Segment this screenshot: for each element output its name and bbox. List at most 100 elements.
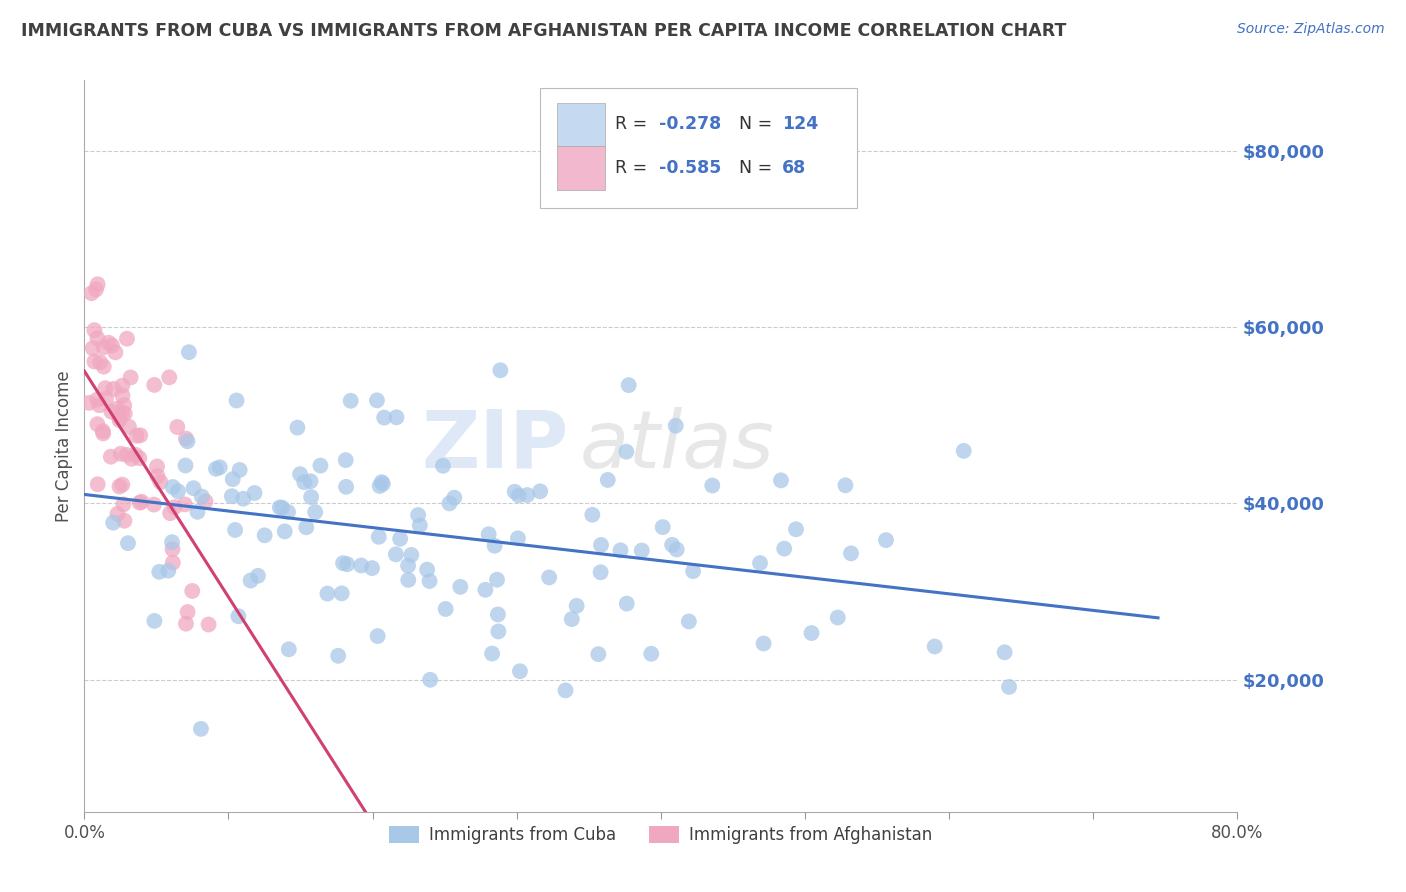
- Point: [183, 481, 205, 495]
- Point: [508, 488, 530, 502]
- Text: N =: N =: [740, 159, 778, 177]
- Point: [243, 486, 266, 500]
- Point: [83, 354, 105, 368]
- Point: [484, 539, 506, 553]
- Point: [565, 599, 588, 613]
- Point: [84, 283, 107, 297]
- Point: [827, 610, 849, 624]
- Point: [316, 586, 339, 600]
- Point: [108, 410, 131, 425]
- FancyBboxPatch shape: [557, 103, 606, 145]
- Point: [77, 396, 100, 410]
- Text: ZIP: ZIP: [422, 407, 568, 485]
- Point: [299, 490, 322, 504]
- Point: [998, 680, 1021, 694]
- Point: [299, 474, 322, 488]
- Point: [157, 564, 180, 578]
- Point: [486, 607, 509, 622]
- Point: [246, 569, 269, 583]
- Point: [589, 566, 612, 580]
- Point: [107, 507, 129, 521]
- Point: [373, 410, 395, 425]
- Point: [385, 410, 408, 425]
- Point: [485, 573, 508, 587]
- Point: [149, 475, 172, 489]
- Y-axis label: Per Capita Income: Per Capita Income: [55, 370, 73, 522]
- Text: R =: R =: [614, 115, 652, 133]
- Point: [125, 428, 148, 442]
- Point: [367, 530, 389, 544]
- Point: [489, 363, 512, 377]
- Point: [509, 664, 531, 678]
- Point: [406, 508, 429, 522]
- Point: [101, 516, 124, 530]
- Point: [309, 458, 332, 473]
- Point: [616, 597, 638, 611]
- Point: [661, 538, 683, 552]
- Point: [332, 556, 354, 570]
- Point: [191, 490, 214, 504]
- Point: [174, 616, 197, 631]
- Point: [328, 648, 350, 663]
- Point: [159, 506, 181, 520]
- Point: [86, 417, 108, 432]
- Point: [86, 277, 108, 292]
- Point: [834, 478, 856, 492]
- Point: [350, 558, 373, 573]
- Point: [785, 522, 807, 536]
- Point: [336, 558, 359, 572]
- Point: [94, 392, 117, 406]
- Point: [173, 497, 195, 511]
- Point: [110, 447, 132, 461]
- Text: Source: ZipAtlas.com: Source: ZipAtlas.com: [1237, 22, 1385, 37]
- Point: [101, 338, 124, 352]
- Point: [93, 340, 115, 354]
- Point: [120, 370, 142, 384]
- Point: [142, 498, 165, 512]
- Text: 68: 68: [782, 159, 806, 177]
- Point: [288, 467, 311, 482]
- Point: [114, 514, 136, 528]
- Point: [228, 463, 250, 477]
- Point: [749, 556, 772, 570]
- Text: N =: N =: [740, 115, 778, 133]
- Point: [124, 448, 146, 462]
- Point: [875, 533, 897, 547]
- Point: [630, 543, 652, 558]
- Point: [228, 609, 250, 624]
- Point: [401, 548, 423, 562]
- Point: [443, 491, 465, 505]
- FancyBboxPatch shape: [557, 146, 606, 190]
- Point: [439, 496, 461, 510]
- Point: [800, 626, 823, 640]
- Point: [335, 453, 357, 467]
- Point: [292, 475, 315, 490]
- Point: [115, 332, 138, 346]
- Point: [104, 345, 127, 359]
- Point: [416, 563, 439, 577]
- Text: IMMIGRANTS FROM CUBA VS IMMIGRANTS FROM AFGHANISTAN PER CAPITA INCOME CORRELATIO: IMMIGRANTS FROM CUBA VS IMMIGRANTS FROM …: [21, 22, 1067, 40]
- Point: [434, 602, 457, 616]
- FancyBboxPatch shape: [540, 87, 856, 209]
- Point: [111, 388, 134, 402]
- Point: [368, 479, 391, 493]
- Point: [419, 673, 441, 687]
- Point: [678, 615, 700, 629]
- Point: [103, 382, 125, 396]
- Point: [117, 536, 139, 550]
- Point: [80, 286, 103, 301]
- Point: [952, 443, 974, 458]
- Point: [640, 647, 662, 661]
- Point: [181, 584, 204, 599]
- Point: [478, 527, 501, 541]
- Point: [89, 398, 111, 412]
- Point: [287, 420, 309, 434]
- Point: [773, 541, 796, 556]
- Point: [702, 478, 724, 492]
- Point: [449, 580, 471, 594]
- Point: [86, 331, 108, 345]
- Point: [194, 494, 217, 508]
- Point: [839, 546, 862, 560]
- Point: [174, 432, 197, 446]
- Point: [752, 636, 775, 650]
